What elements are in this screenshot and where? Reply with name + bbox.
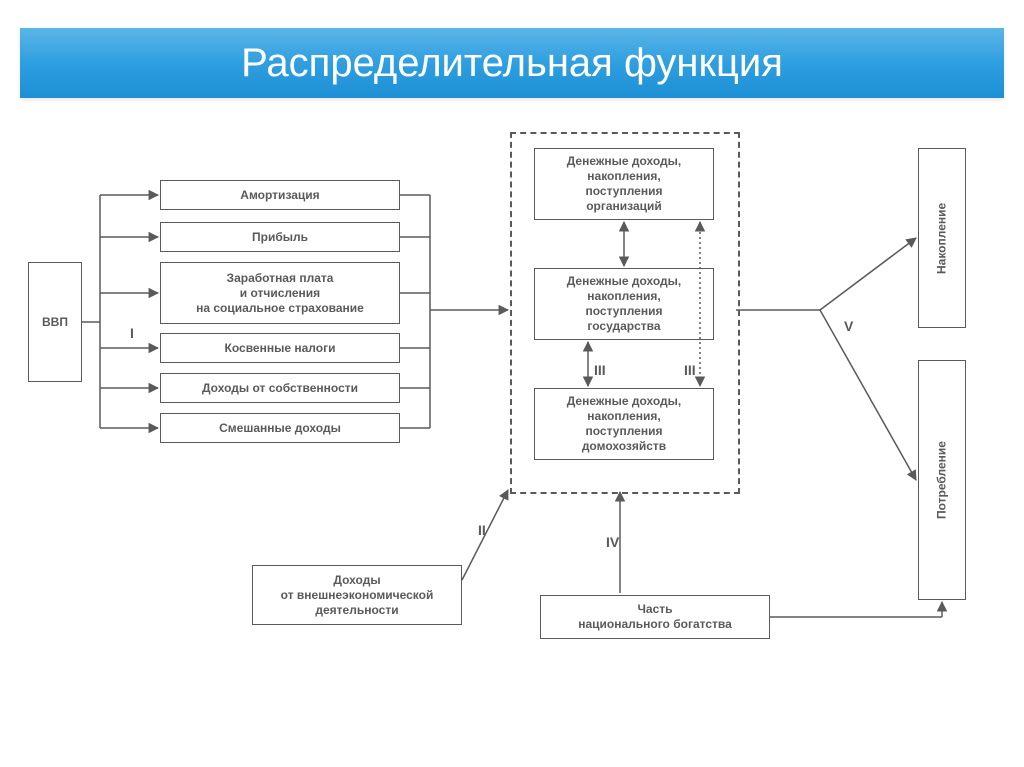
stage-I: I (130, 325, 134, 341)
stage-V: V (844, 318, 853, 334)
box-indirect-taxes: Косвенные налоги (160, 333, 400, 363)
label-consum: Потребление (935, 441, 950, 519)
label-property: Доходы от собственности (202, 381, 358, 396)
box-state: Денежные доходы, накопления, поступления… (534, 268, 714, 340)
label-external: Доходы от внешнеэкономической деятельнос… (281, 573, 434, 618)
title-text: Распределительная функция (241, 41, 783, 86)
box-consumption: Потребление (918, 360, 966, 600)
box-mixed-income: Смешанные доходы (160, 413, 400, 443)
label-taxes: Косвенные налоги (225, 341, 336, 356)
box-accumulation: Накопление (918, 148, 966, 328)
label-profit: Прибыль (252, 230, 308, 245)
page-title: Распределительная функция (20, 28, 1004, 98)
box-property-income: Доходы от собственности (160, 373, 400, 403)
box-wages: Заработная плата и отчисления на социаль… (160, 262, 400, 324)
label-households: Денежные доходы, накопления, поступления… (567, 394, 682, 454)
label-mixed: Смешанные доходы (219, 421, 341, 436)
box-profit: Прибыль (160, 222, 400, 252)
stage-II: II (478, 522, 486, 538)
label-amort: Амортизация (240, 188, 319, 203)
box-vvp: ВВП (28, 262, 82, 382)
stage-III-right: III (684, 362, 696, 378)
label-wages: Заработная плата и отчисления на социаль… (196, 271, 364, 316)
stage-IV: IV (606, 534, 619, 550)
stage-III-left: III (594, 362, 606, 378)
label-accum: Накопление (935, 202, 950, 273)
box-external-income: Доходы от внешнеэкономической деятельнос… (252, 565, 462, 625)
box-organizations: Денежные доходы, накопления, поступления… (534, 148, 714, 220)
box-amortization: Амортизация (160, 180, 400, 210)
label-org: Денежные доходы, накопления, поступления… (567, 154, 682, 214)
box-national-wealth: Часть национального богатства (540, 595, 770, 639)
box-households: Денежные доходы, накопления, поступления… (534, 388, 714, 460)
label-wealth: Часть национального богатства (578, 602, 732, 632)
label-state: Денежные доходы, накопления, поступления… (567, 274, 682, 334)
label-vvp: ВВП (42, 315, 68, 330)
